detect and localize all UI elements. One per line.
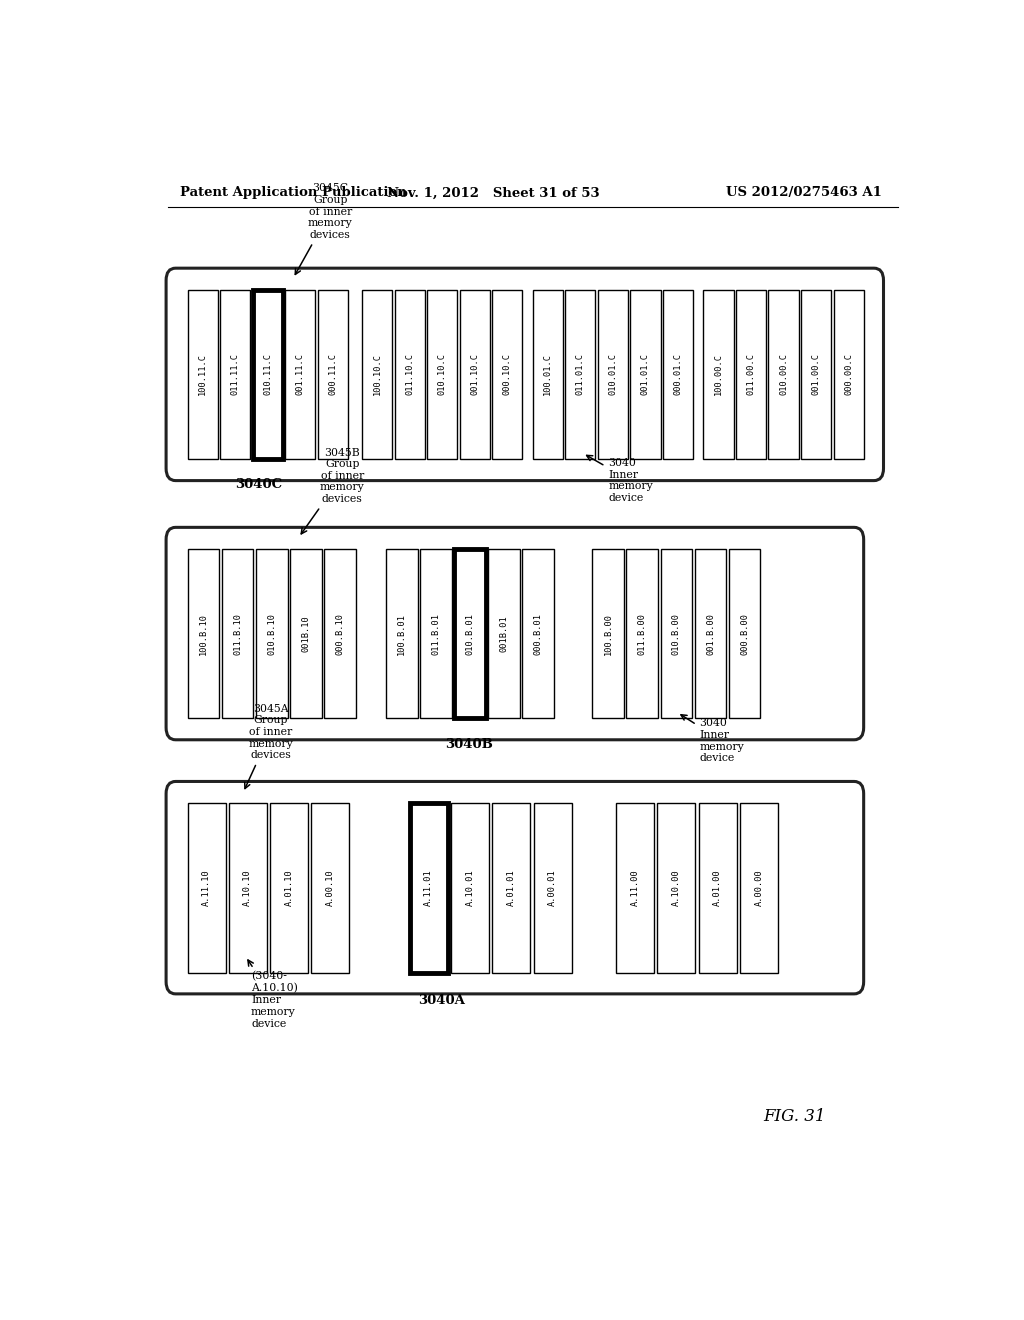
Text: 100.00.C: 100.00.C bbox=[714, 354, 723, 396]
Text: 100.01.C: 100.01.C bbox=[544, 354, 552, 396]
Text: 010.01.C: 010.01.C bbox=[608, 354, 617, 396]
Bar bbox=[663, 289, 693, 459]
Bar bbox=[565, 289, 595, 459]
Text: A.00.01: A.00.01 bbox=[548, 870, 557, 906]
Bar bbox=[703, 289, 733, 459]
Text: 011.11.C: 011.11.C bbox=[230, 354, 240, 396]
Bar bbox=[290, 549, 322, 718]
Bar bbox=[221, 549, 253, 718]
Bar bbox=[488, 549, 520, 718]
Bar bbox=[768, 289, 799, 459]
Bar bbox=[729, 549, 761, 718]
Text: US 2012/0275463 A1: US 2012/0275463 A1 bbox=[726, 186, 882, 199]
Bar bbox=[522, 549, 554, 718]
Text: Patent Application Publication: Patent Application Publication bbox=[179, 186, 407, 199]
Bar bbox=[362, 289, 392, 459]
Bar bbox=[187, 549, 219, 718]
Text: 010.11.C: 010.11.C bbox=[263, 354, 272, 396]
Text: A.01.01: A.01.01 bbox=[507, 870, 516, 906]
Text: 3045C
Group
of inner
memory
devices: 3045C Group of inner memory devices bbox=[295, 183, 352, 275]
Bar bbox=[627, 549, 658, 718]
Text: 100.B.00: 100.B.00 bbox=[603, 612, 612, 655]
Bar bbox=[736, 289, 766, 459]
Text: 000.B.01: 000.B.01 bbox=[534, 612, 543, 655]
Text: 100.11.C: 100.11.C bbox=[198, 354, 207, 396]
Text: A.01.10: A.01.10 bbox=[285, 870, 294, 906]
Text: A.11.00: A.11.00 bbox=[631, 870, 640, 906]
Bar bbox=[834, 289, 863, 459]
Bar bbox=[801, 289, 831, 459]
Text: 3045A
Group
of inner
memory
devices: 3045A Group of inner memory devices bbox=[245, 704, 293, 788]
FancyBboxPatch shape bbox=[166, 528, 863, 739]
Text: 000.10.C: 000.10.C bbox=[503, 354, 512, 396]
Text: 011.00.C: 011.00.C bbox=[746, 354, 756, 396]
Bar bbox=[460, 289, 489, 459]
Text: 3040C: 3040C bbox=[236, 478, 283, 491]
Text: 011.B.00: 011.B.00 bbox=[638, 612, 647, 655]
Text: 100.10.C: 100.10.C bbox=[373, 354, 382, 396]
Bar bbox=[187, 289, 218, 459]
Text: 000.B.00: 000.B.00 bbox=[740, 612, 750, 655]
Bar bbox=[420, 549, 452, 718]
Text: A.00.00: A.00.00 bbox=[755, 870, 764, 906]
Bar bbox=[694, 549, 726, 718]
Bar bbox=[740, 803, 778, 973]
Bar bbox=[534, 803, 571, 973]
Text: A.10.00: A.10.00 bbox=[672, 870, 681, 906]
Text: 3045B
Group
of inner
memory
devices: 3045B Group of inner memory devices bbox=[301, 447, 365, 533]
Bar bbox=[451, 803, 489, 973]
FancyBboxPatch shape bbox=[166, 268, 884, 480]
Text: 001B.10: 001B.10 bbox=[301, 615, 310, 652]
Bar bbox=[228, 803, 267, 973]
Text: 3040A: 3040A bbox=[418, 994, 465, 1007]
Text: A.10.01: A.10.01 bbox=[466, 870, 474, 906]
Text: A.11.01: A.11.01 bbox=[424, 870, 433, 906]
Text: (3040-
A.10.10)
Inner
memory
device: (3040- A.10.10) Inner memory device bbox=[248, 960, 298, 1028]
Text: 010.B.00: 010.B.00 bbox=[672, 612, 681, 655]
Bar bbox=[311, 803, 349, 973]
Bar bbox=[324, 549, 355, 718]
Bar bbox=[270, 803, 308, 973]
Bar bbox=[317, 289, 348, 459]
Bar bbox=[455, 549, 486, 718]
Bar bbox=[660, 549, 692, 718]
Text: 001.10.C: 001.10.C bbox=[470, 354, 479, 396]
Text: 001.01.C: 001.01.C bbox=[641, 354, 650, 396]
Text: 010.B.10: 010.B.10 bbox=[267, 612, 276, 655]
Text: 001B.01: 001B.01 bbox=[500, 615, 509, 652]
Bar bbox=[598, 289, 628, 459]
Text: 011.01.C: 011.01.C bbox=[575, 354, 585, 396]
Bar bbox=[657, 803, 695, 973]
Text: 010.10.C: 010.10.C bbox=[438, 354, 446, 396]
Bar bbox=[493, 803, 530, 973]
Bar bbox=[253, 289, 283, 459]
Text: 010.00.C: 010.00.C bbox=[779, 354, 788, 396]
Bar bbox=[220, 289, 250, 459]
Bar bbox=[394, 289, 425, 459]
Bar bbox=[698, 803, 736, 973]
Bar bbox=[285, 289, 315, 459]
Bar bbox=[592, 549, 624, 718]
Text: FIG. 31: FIG. 31 bbox=[763, 1109, 825, 1126]
Text: 000.11.C: 000.11.C bbox=[329, 354, 337, 396]
Text: 000.01.C: 000.01.C bbox=[674, 354, 682, 396]
Bar bbox=[532, 289, 563, 459]
Text: 001.11.C: 001.11.C bbox=[296, 354, 305, 396]
Text: 001.00.C: 001.00.C bbox=[812, 354, 820, 396]
Text: A.01.00: A.01.00 bbox=[713, 870, 722, 906]
Text: A.11.10: A.11.10 bbox=[202, 870, 211, 906]
Text: 001.B.00: 001.B.00 bbox=[706, 612, 715, 655]
Text: 3040B: 3040B bbox=[445, 738, 494, 751]
Bar bbox=[427, 289, 458, 459]
Text: 100.B.10: 100.B.10 bbox=[199, 612, 208, 655]
Bar bbox=[616, 803, 654, 973]
Bar bbox=[631, 289, 660, 459]
Bar bbox=[386, 549, 418, 718]
Text: 011.10.C: 011.10.C bbox=[406, 354, 415, 396]
Bar bbox=[256, 549, 288, 718]
Text: 3040
Inner
memory
device: 3040 Inner memory device bbox=[681, 714, 744, 763]
Text: A.00.10: A.00.10 bbox=[326, 870, 335, 906]
Text: 100.B.01: 100.B.01 bbox=[397, 612, 407, 655]
Text: 011.B.10: 011.B.10 bbox=[233, 612, 242, 655]
Text: 011.B.01: 011.B.01 bbox=[431, 612, 440, 655]
